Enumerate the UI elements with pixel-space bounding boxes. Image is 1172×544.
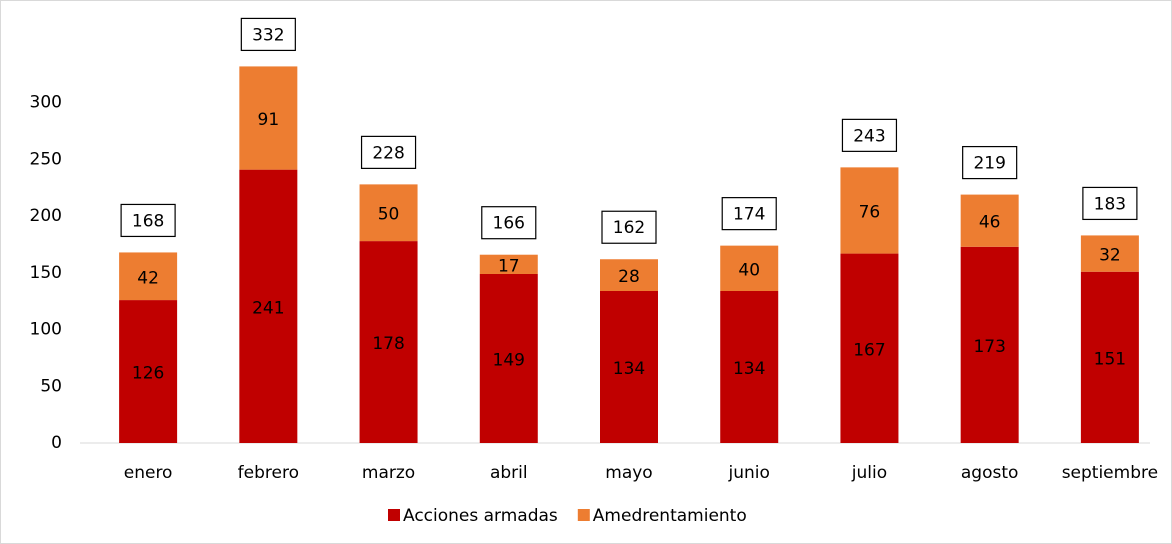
y-tick-label: 150 [30,263,62,283]
bar-segment [119,300,178,443]
x-tick-label: septiembre [1062,463,1158,483]
value-label: 151 [1094,349,1126,369]
total-label: 183 [1094,194,1126,214]
x-tick-label: febrero [238,463,299,483]
x-tick-label: agosto [961,463,1019,483]
value-label: 76 [859,202,881,222]
total-box [481,206,537,240]
bar-segment [600,259,658,292]
value-label: 46 [979,213,1001,233]
total-box [721,197,777,231]
value-label: 167 [853,340,885,360]
bar-segment [1080,271,1139,443]
y-tick-label: 200 [30,206,62,226]
value-label: 28 [618,267,640,287]
total-label: 174 [733,205,765,225]
bar-segment [1080,235,1139,272]
x-tick-label: mayo [605,463,652,483]
legend-swatch [388,509,400,521]
value-label: 40 [738,260,760,280]
bar-segment [479,273,538,443]
x-tick-label: abril [490,463,528,483]
total-label: 168 [132,211,164,231]
value-label: 178 [372,334,404,354]
y-tick-label: 0 [51,433,62,453]
bar-segment [119,252,178,301]
total-box [962,145,1018,180]
bar-segment [840,167,899,254]
legend-swatch [577,509,590,521]
bar-segment [359,184,418,242]
total-box [360,135,417,169]
value-label: 42 [137,268,159,288]
value-label: 50 [378,205,400,225]
value-label: 134 [733,359,765,379]
x-tick-label: marzo [362,463,415,483]
total-label: 243 [853,126,885,146]
total-label: 219 [973,154,1005,174]
bar-segment [720,291,779,443]
total-box [240,17,296,52]
value-label: 126 [132,364,164,384]
bar-segment [960,194,1019,247]
y-tick-label: 100 [30,320,62,340]
value-label: 241 [252,298,284,318]
y-tick-label: 50 [40,376,62,396]
x-tick-label: julio [851,463,887,483]
bar-segment [840,253,899,443]
total-label: 166 [493,214,525,234]
bar-segment [239,66,298,170]
x-tick-label: junio [728,463,770,483]
bar-segment [239,169,298,443]
bar-segment [960,246,1019,443]
value-label: 173 [973,337,1005,357]
total-label: 332 [252,25,284,45]
total-box [601,210,657,244]
total-box [120,203,176,238]
value-label: 91 [258,110,280,130]
legend-label: Amedrentamiento [593,506,747,526]
y-tick-label: 250 [30,149,62,169]
total-label: 162 [613,218,645,238]
x-tick-label: enero [124,463,173,483]
value-label: 149 [493,350,525,370]
value-label: 17 [498,256,520,276]
total-label: 228 [372,143,404,163]
total-box [841,118,898,152]
value-label: 32 [1099,246,1121,266]
bar-segment [600,291,658,443]
value-label: 134 [613,359,645,379]
legend-label: Acciones armadas [403,506,558,526]
bar-segment [479,254,538,274]
y-tick-label: 300 [30,93,62,113]
bar-segment [720,245,779,292]
bar-segment [359,241,418,443]
total-box [1082,186,1138,221]
